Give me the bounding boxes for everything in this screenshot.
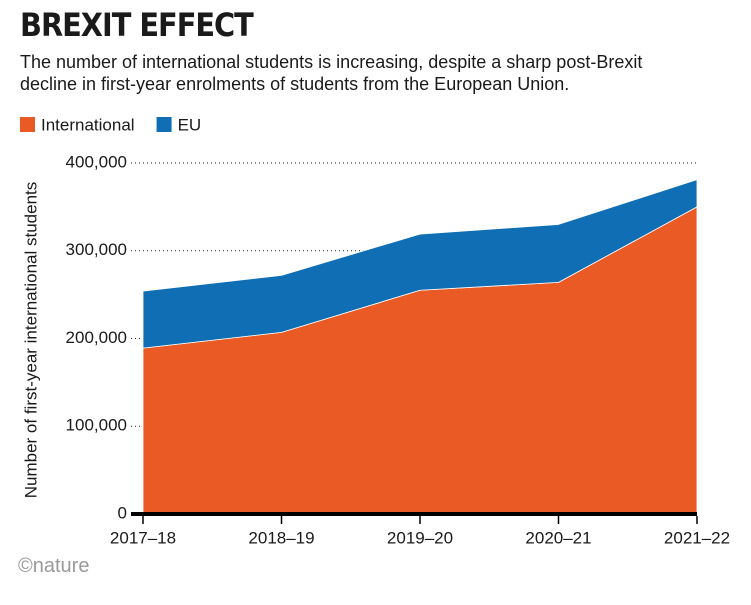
y-tick-label: 0: [118, 503, 127, 522]
legend-label: International: [41, 115, 135, 134]
y-tick-label: 300,000: [66, 240, 127, 259]
y-tick-label: 400,000: [66, 152, 127, 171]
source: ©nature: [18, 555, 89, 577]
y-tick-label: 100,000: [66, 416, 127, 435]
x-tick-label: 2019–20: [387, 528, 453, 547]
legend-swatch: [20, 117, 35, 132]
x-tick-label: 2021–22: [664, 528, 730, 547]
x-tick-label: 2017–18: [110, 528, 176, 547]
chart-title: BREXIT EFFECT: [20, 6, 254, 44]
x-tick-label: 2018–19: [248, 528, 314, 547]
y-axis-label: Number of first-year international stude…: [21, 182, 40, 499]
x-tick-label: 2020–21: [525, 528, 591, 547]
y-tick-label: 200,000: [66, 328, 127, 347]
legend-swatch: [156, 117, 172, 132]
area: [142, 179, 698, 349]
legend-label: EU: [178, 115, 202, 134]
subtitle: The number of international students is …: [20, 52, 642, 94]
